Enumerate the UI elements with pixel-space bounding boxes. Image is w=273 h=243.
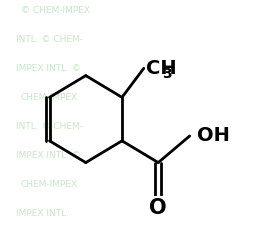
Text: CH: CH [146,59,177,78]
Text: OH: OH [197,127,230,146]
Text: IMPEX INTL.: IMPEX INTL. [16,209,69,218]
Text: O: O [149,199,167,218]
Text: 3: 3 [162,67,171,81]
Text: © CHEM-IMPEX: © CHEM-IMPEX [20,6,90,15]
Text: IMPEX INTL. ©: IMPEX INTL. © [16,64,81,73]
Text: INTL. © CHEM-: INTL. © CHEM- [16,35,83,44]
Text: IMPEX INTL. ©: IMPEX INTL. © [16,151,81,160]
Text: INTL. © CHEM-: INTL. © CHEM- [16,122,83,131]
Text: CHEM-IMPEX: CHEM-IMPEX [20,93,78,102]
Text: CHEM-IMPEX: CHEM-IMPEX [20,180,78,189]
